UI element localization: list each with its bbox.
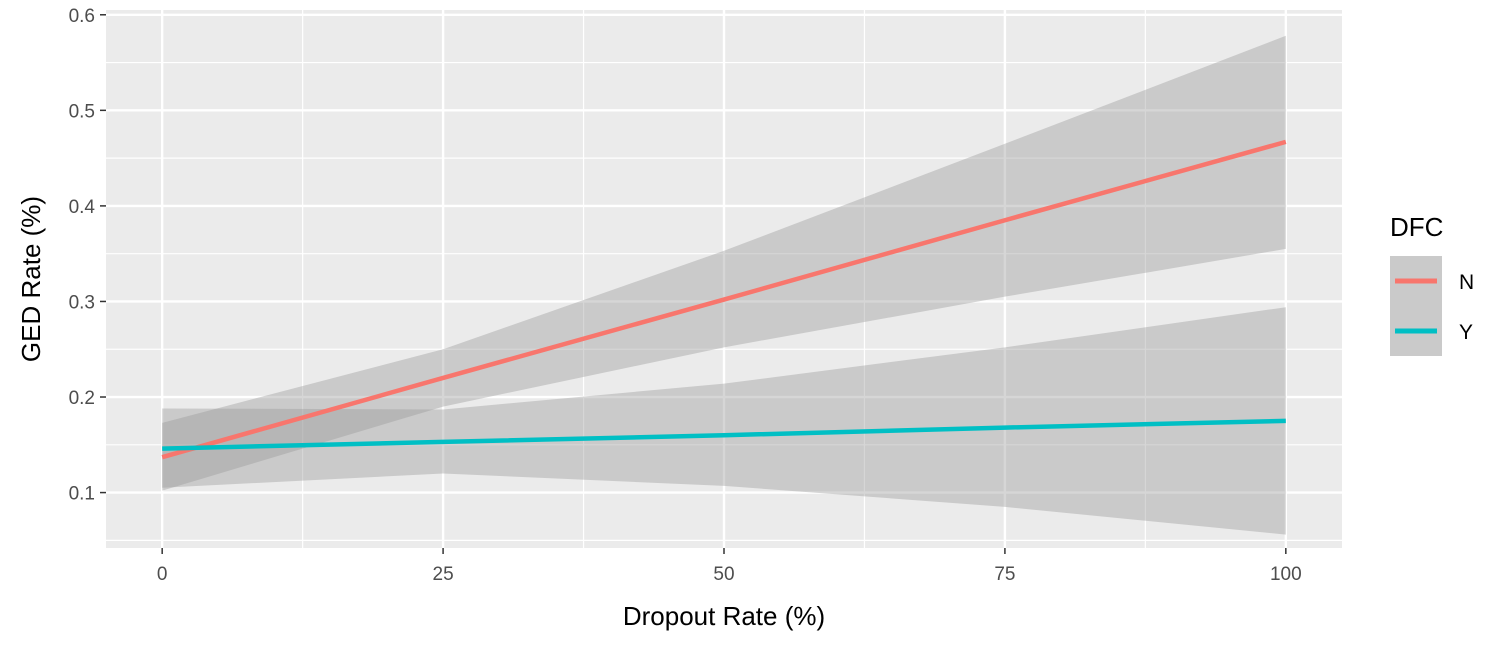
y-tick-label: 0.5 bbox=[69, 101, 95, 122]
y-tick-label: 0.4 bbox=[69, 197, 96, 218]
y-axis-ticks: 0.1 0.2 0.3 0.4 0.5 0.6 bbox=[69, 6, 106, 505]
series-line-n bbox=[161, 139, 1287, 460]
confidence-band-y bbox=[162, 307, 1286, 535]
y-tick-label: 0.1 bbox=[69, 484, 95, 505]
y-tick-label: 0.6 bbox=[69, 6, 95, 27]
major-gridlines bbox=[106, 10, 1342, 548]
legend-label-n: N bbox=[1459, 271, 1474, 294]
x-tick-label: 50 bbox=[713, 564, 734, 585]
y-tick-label: 0.2 bbox=[69, 388, 95, 409]
legend-title: DFC bbox=[1390, 212, 1443, 242]
x-tick-label: 25 bbox=[433, 564, 454, 585]
legend-label-y: Y bbox=[1459, 321, 1473, 344]
x-axis-ticks: 0 25 50 75 100 bbox=[157, 548, 1302, 585]
series-lines bbox=[161, 139, 1287, 460]
x-tick-label: 0 bbox=[157, 564, 168, 585]
y-tick-label: 0.3 bbox=[69, 292, 95, 313]
x-axis-title: Dropout Rate (%) bbox=[623, 601, 825, 631]
series-line-y bbox=[162, 418, 1286, 451]
legend: DFC N Y bbox=[1390, 212, 1474, 356]
x-tick-label: 100 bbox=[1270, 564, 1302, 585]
x-tick-label: 75 bbox=[994, 564, 1015, 585]
y-axis-title: GED Rate (%) bbox=[16, 196, 46, 362]
